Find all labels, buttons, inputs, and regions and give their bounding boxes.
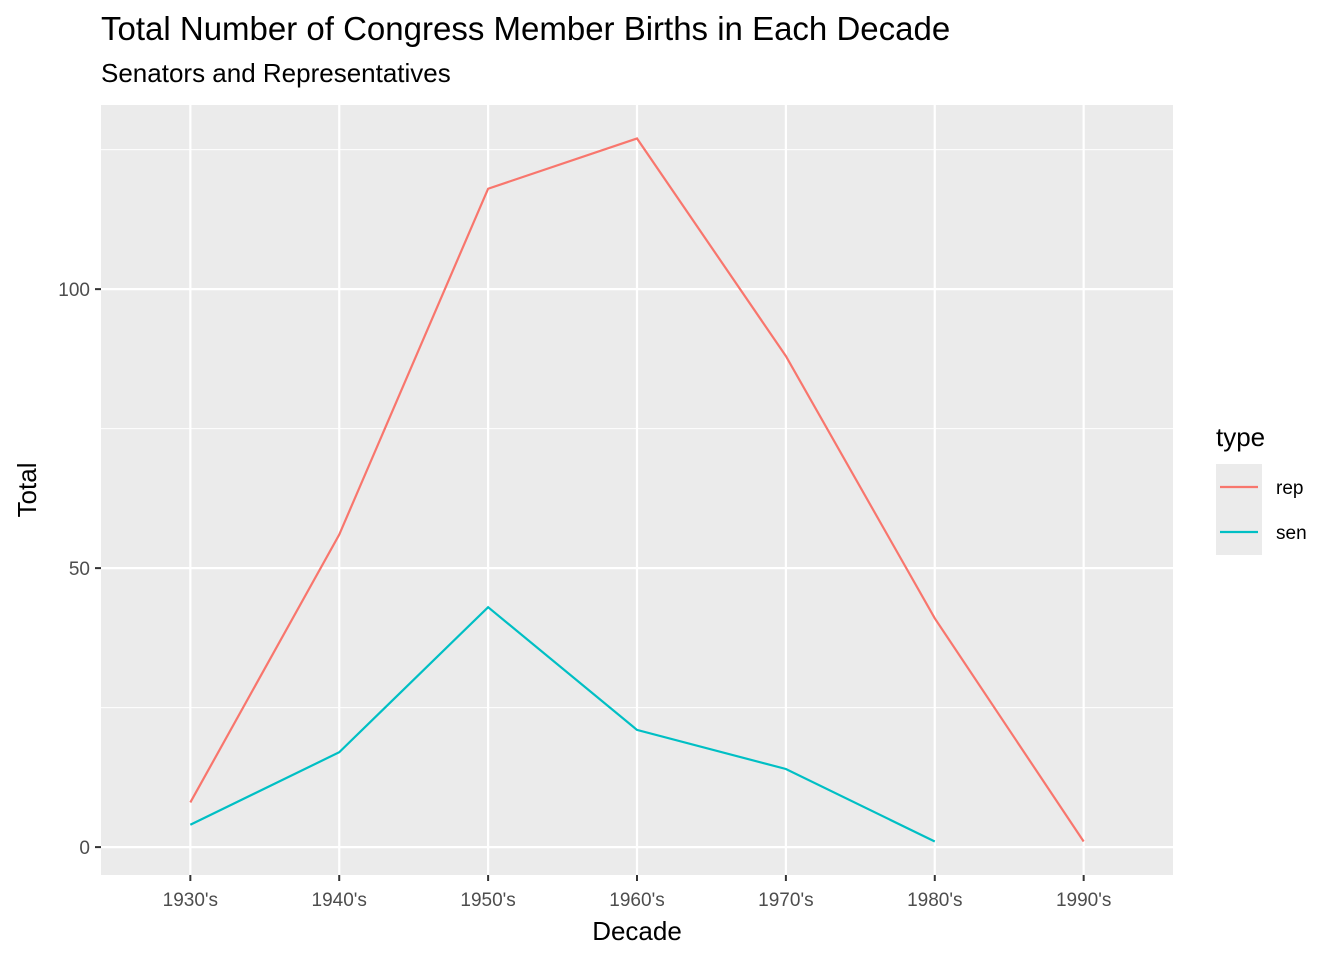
legend: type rep sen (1216, 422, 1307, 555)
x-axis: 1930's 1940's 1950's 1960's 1970's 1980's 1990… (163, 875, 1111, 911)
series-lines (189, 137, 1085, 843)
x-tick-label: 1950's (460, 890, 515, 911)
x-tick-label: 1940's (312, 890, 367, 911)
y-tick-label: 0 (79, 838, 90, 859)
x-tick-label: 1970's (758, 890, 813, 911)
y-tick-label: 50 (69, 559, 90, 580)
chart-title: Total Number of Congress Member Births i… (101, 10, 950, 47)
y-axis-title: Total (12, 463, 42, 518)
y-tick-label: 100 (58, 280, 90, 301)
y-axis: 0 50 100 (58, 280, 101, 859)
x-tick-label: 1980's (907, 890, 962, 911)
x-tick-label: 1960's (609, 890, 664, 911)
series-line-rep (189, 137, 1085, 843)
legend-label-sen: sen (1276, 523, 1307, 544)
series-line-sen (189, 605, 936, 843)
x-tick-label: 1930's (163, 890, 218, 911)
legend-title: type (1216, 422, 1265, 452)
chart-subtitle: Senators and Representatives (101, 58, 451, 88)
x-tick-label: 1990's (1056, 890, 1111, 911)
legend-label-rep: rep (1276, 478, 1303, 499)
x-axis-title: Decade (592, 916, 682, 946)
grid (101, 105, 1173, 875)
